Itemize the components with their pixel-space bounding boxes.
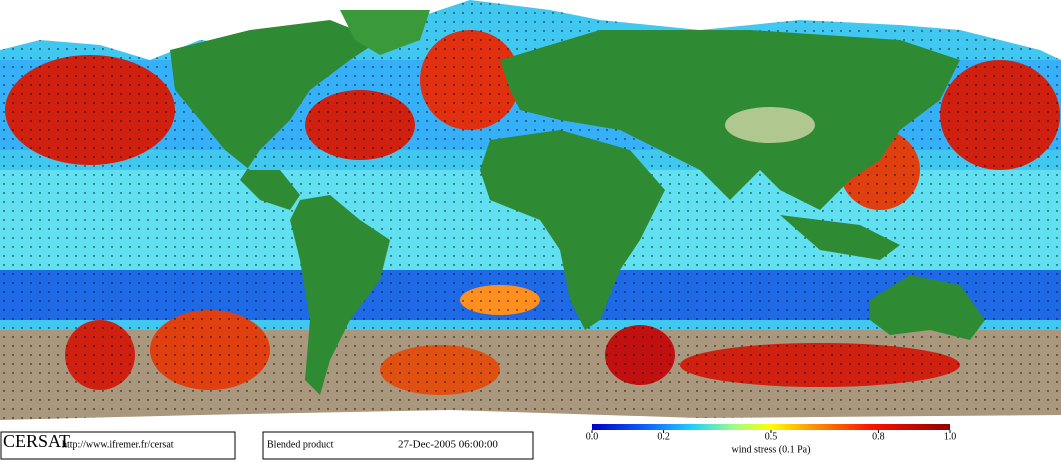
colorbar-ticks: 0.0 0.2 0.5 0.8 1.0 xyxy=(586,430,957,442)
url: http://www.ifremer.fr/cersat xyxy=(62,439,174,450)
colorbar-tick-label: 0.5 xyxy=(765,431,778,442)
colorbar-tick-label: 0.8 xyxy=(872,431,885,442)
product: Blended product xyxy=(267,439,334,450)
colorbar-tick-label: 1.0 xyxy=(944,431,957,442)
date: 27-Dec-2005 06:00:00 xyxy=(398,439,498,451)
colorbar-tick-label: 0.0 xyxy=(586,431,599,442)
logo-box xyxy=(0,431,236,460)
logo: CERSAT xyxy=(3,431,70,451)
colorbar-tick-label: 0.2 xyxy=(657,431,670,442)
info-box xyxy=(262,431,534,460)
map xyxy=(0,0,1061,430)
colorbar xyxy=(592,424,950,430)
colorbar-label: wind stress (0.1 Pa) xyxy=(732,444,811,455)
